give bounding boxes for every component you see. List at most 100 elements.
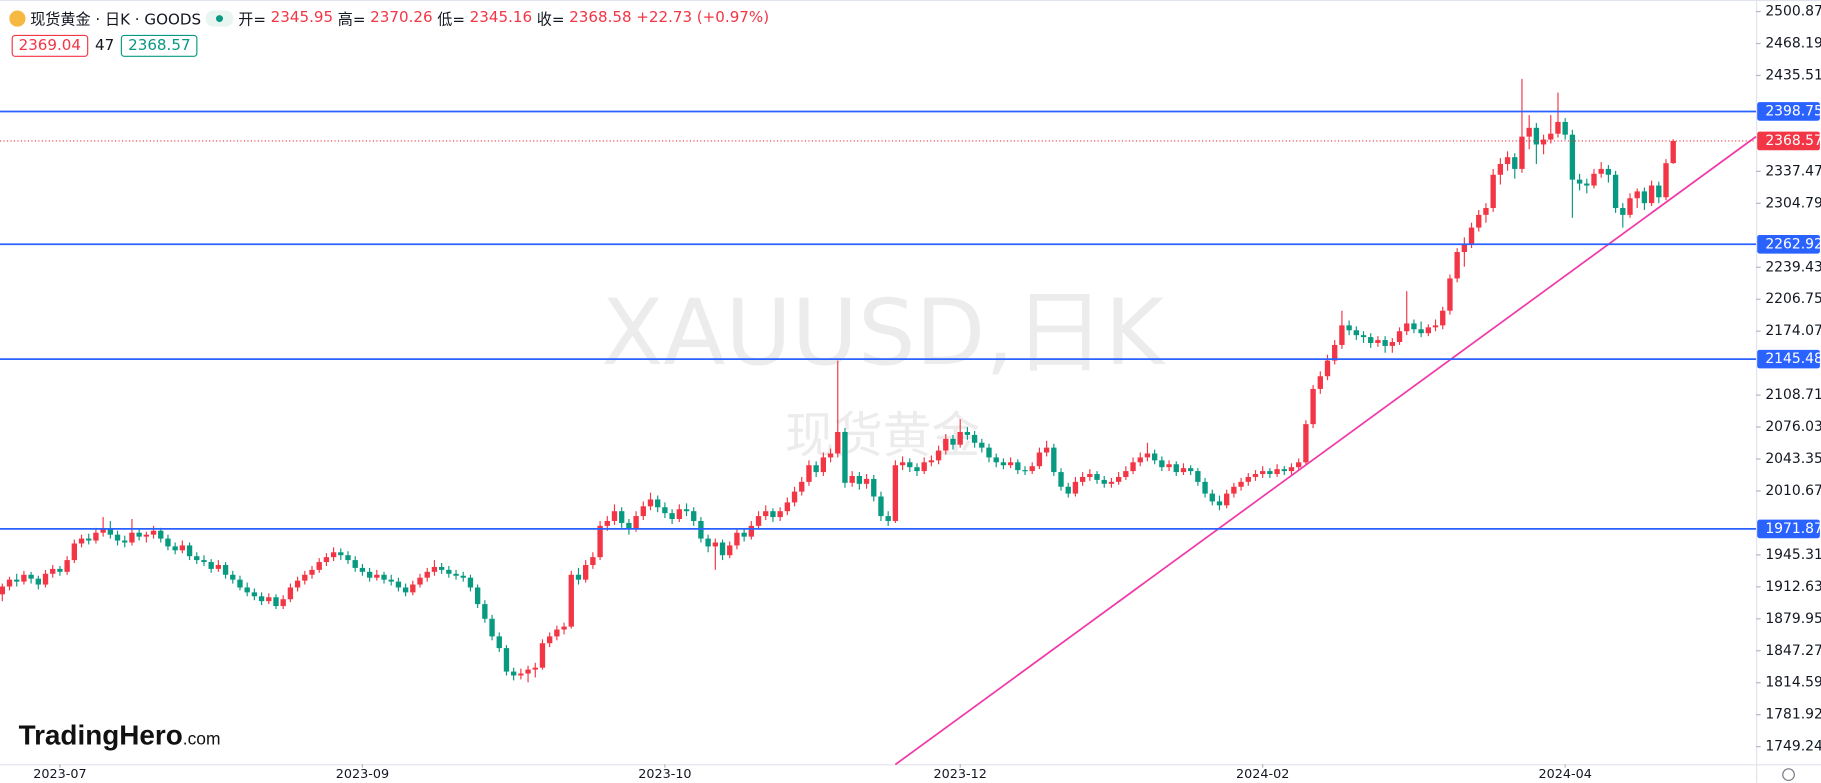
candle-body: [1627, 198, 1633, 215]
candle-body: [1101, 479, 1107, 484]
high-label: 高=: [337, 11, 366, 30]
candle-body: [410, 584, 416, 593]
candle-body: [957, 431, 963, 445]
candle-body: [1404, 323, 1410, 332]
candle-body: [460, 575, 466, 578]
candle-body: [871, 478, 877, 497]
candle-body: [827, 453, 834, 458]
y-tick-label: 1847.27: [1765, 643, 1821, 659]
level-tag: [1757, 349, 1820, 369]
candle-body: [1605, 168, 1612, 175]
candle-body: [1418, 329, 1424, 334]
candle-body: [496, 636, 502, 649]
candle-body: [1598, 168, 1604, 174]
candle-body: [57, 568, 63, 572]
candle-body: [849, 475, 855, 483]
candle-body: [1123, 471, 1129, 477]
candle-body: [1569, 134, 1576, 180]
candle-body: [1375, 340, 1381, 343]
candle-body: [1173, 464, 1179, 473]
candle-body: [1115, 476, 1122, 482]
candle-body: [1094, 474, 1100, 480]
candle-body: [1209, 493, 1215, 502]
candle-body: [1396, 331, 1403, 343]
candle-body: [1144, 453, 1151, 458]
y-tick-label: 2043.35: [1765, 451, 1821, 467]
candle-body: [791, 491, 798, 503]
candle-body: [1411, 323, 1417, 330]
candle-body: [21, 574, 27, 582]
candle-body: [899, 462, 906, 466]
candle-body: [1612, 174, 1619, 209]
candle-body: [669, 513, 675, 520]
candle-body: [179, 545, 186, 551]
candle-body: [1425, 327, 1432, 334]
candle-body: [237, 579, 243, 588]
candle-body: [330, 552, 337, 558]
candle-body: [222, 564, 229, 575]
symbol-icon: [9, 9, 26, 27]
candle-body: [1447, 278, 1453, 311]
candle-body: [50, 568, 56, 574]
candle-body: [503, 648, 510, 672]
candle-body: [561, 626, 567, 630]
candle-body: [201, 560, 207, 563]
candle-body: [1324, 360, 1331, 377]
candle-body: [1036, 452, 1043, 467]
candle-body: [352, 560, 358, 568]
candle-body: [539, 643, 546, 668]
y-tick-label: 2304.79: [1765, 195, 1821, 211]
candle-body: [510, 671, 517, 676]
candle-body: [1108, 481, 1115, 484]
change-pct: (+0.97%): [696, 9, 770, 27]
candle-body: [1317, 376, 1323, 389]
candle-body: [842, 431, 848, 483]
y-tick-label: 1749.24: [1765, 739, 1821, 755]
candle-body: [244, 587, 250, 593]
x-tick-label: 2024-04: [1539, 767, 1592, 782]
candle-body: [1663, 163, 1669, 198]
candle-body: [1087, 474, 1093, 477]
candle-body: [287, 587, 294, 600]
candle-body: [194, 556, 200, 561]
candle-body: [1432, 325, 1439, 328]
candle-body: [28, 574, 34, 579]
candle-body: [1260, 471, 1266, 475]
candle-body: [302, 574, 308, 581]
candle-body: [590, 557, 596, 565]
candle-body: [575, 574, 582, 580]
candle-body: [42, 573, 49, 585]
candle-body: [1504, 157, 1511, 165]
candle-body: [835, 431, 841, 454]
candle-body: [1130, 462, 1136, 472]
candle-body: [1159, 460, 1165, 468]
candle-body: [655, 499, 661, 508]
candle-body: [683, 509, 690, 512]
status-pill[interactable]: [205, 9, 234, 27]
candle-body: [1166, 464, 1172, 468]
candle-body: [1137, 457, 1143, 463]
watermark: XAUUSD,日K: [601, 281, 1166, 386]
candle-body: [1576, 179, 1583, 184]
settings-icon[interactable]: [1782, 768, 1795, 782]
bid[interactable]: 2369.04: [11, 34, 88, 57]
candle-body: [467, 577, 474, 588]
x-tick-label: 2023-09: [336, 767, 389, 782]
x-tick-label: 2023-10: [638, 767, 691, 782]
candle-body: [705, 538, 711, 547]
y-tick-label: 2108.71: [1765, 387, 1821, 403]
candle-body: [1274, 469, 1280, 475]
candle-body: [1548, 133, 1554, 140]
spread: 47: [94, 37, 115, 55]
candle-body: [597, 525, 603, 558]
candle-body: [784, 502, 791, 512]
x-tick-label: 2024-02: [1236, 767, 1289, 782]
candle-body: [583, 564, 589, 580]
x-tick-label: 2023-07: [33, 767, 86, 782]
low-value: 2345.16: [469, 9, 533, 27]
y-tick-label: 1814.59: [1765, 675, 1821, 691]
level-label: 2145.48: [1765, 351, 1821, 367]
ask[interactable]: 2368.57: [121, 34, 198, 57]
candle-body: [150, 530, 157, 535]
